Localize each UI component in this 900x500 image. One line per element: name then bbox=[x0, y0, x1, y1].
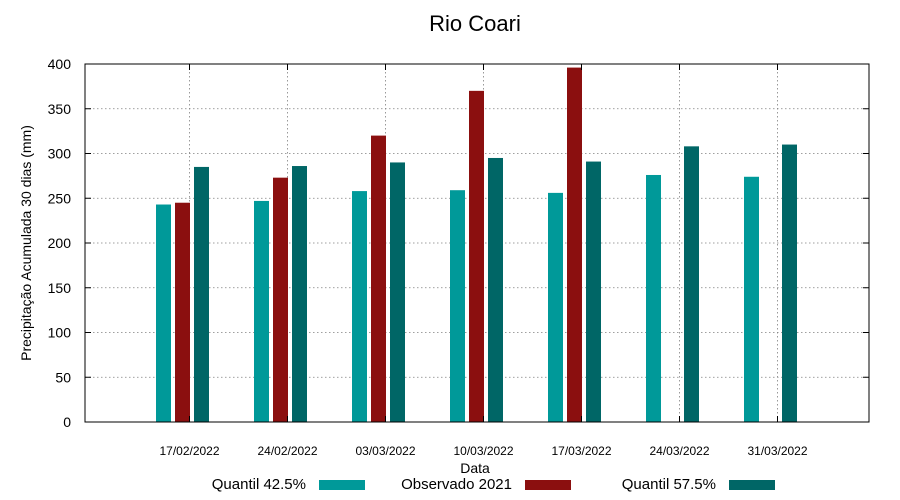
x-tick-label: 17/03/2022 bbox=[551, 444, 611, 458]
x-tick-label: 24/02/2022 bbox=[257, 444, 317, 458]
bar-quantil-42-5 bbox=[352, 191, 367, 422]
y-tick-label: 400 bbox=[48, 56, 72, 72]
x-tick-label: 24/03/2022 bbox=[649, 444, 709, 458]
x-tick-label: 31/03/2022 bbox=[747, 444, 807, 458]
ticks-layer: 0 50 100 150 200 250 300 350 400 17/02/2022 24/02/… bbox=[48, 56, 869, 458]
legend-label: Quantil 42.5% bbox=[212, 476, 306, 493]
bar-observado-2021 bbox=[567, 67, 582, 422]
legend-swatch bbox=[729, 480, 775, 490]
legend-label: Observado 2021 bbox=[401, 476, 512, 493]
chart-title: Rio Coari bbox=[429, 11, 521, 36]
bar-quantil-42-5 bbox=[254, 200, 269, 422]
bar-quantil-42-5 bbox=[744, 176, 759, 422]
y-tick-label: 50 bbox=[55, 369, 71, 385]
bar-quantil-57-5 bbox=[488, 157, 503, 422]
y-axis-label: Precipitação Acumulada 30 dias (mm) bbox=[18, 125, 34, 361]
bar-quantil-42-5 bbox=[548, 192, 563, 422]
x-axis-label: Data bbox=[460, 460, 490, 476]
bar-quantil-57-5 bbox=[684, 146, 699, 422]
y-tick-label: 200 bbox=[48, 235, 72, 251]
y-tick-label: 150 bbox=[48, 280, 72, 296]
y-tick-label: 250 bbox=[48, 190, 72, 206]
bar-quantil-57-5 bbox=[586, 161, 601, 422]
y-tick-label: 0 bbox=[63, 414, 71, 430]
bar-observado-2021 bbox=[371, 135, 386, 422]
bar-quantil-57-5 bbox=[292, 166, 307, 422]
bar-observado-2021 bbox=[469, 90, 484, 422]
bars-layer bbox=[156, 67, 797, 423]
bar-quantil-57-5 bbox=[390, 162, 405, 422]
bar-quantil-42-5 bbox=[646, 174, 661, 422]
x-tick-label: 10/03/2022 bbox=[453, 444, 513, 458]
bar-quantil-42-5 bbox=[156, 204, 171, 422]
x-tick-label: 17/02/2022 bbox=[159, 444, 219, 458]
y-tick-label: 300 bbox=[48, 146, 72, 162]
bar-quantil-57-5 bbox=[782, 144, 797, 423]
legend-swatch bbox=[319, 480, 365, 490]
legend-swatch bbox=[525, 480, 571, 490]
bar-observado-2021 bbox=[175, 202, 190, 422]
bar-observado-2021 bbox=[273, 177, 288, 422]
y-tick-label: 350 bbox=[48, 101, 72, 117]
bar-quantil-42-5 bbox=[450, 190, 465, 422]
x-tick-label: 03/03/2022 bbox=[355, 444, 415, 458]
legend: Quantil 42.5% Observado 2021 Quantil 57.5% bbox=[212, 476, 775, 493]
legend-label: Quantil 57.5% bbox=[622, 476, 716, 493]
y-tick-label: 100 bbox=[48, 325, 72, 341]
bar-quantil-57-5 bbox=[194, 166, 209, 422]
